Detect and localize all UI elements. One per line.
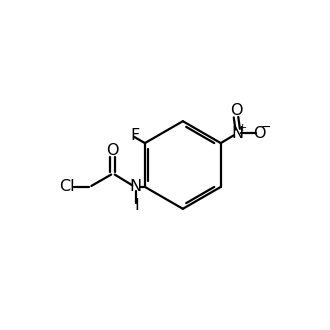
Text: O: O <box>253 126 266 141</box>
Text: N: N <box>130 180 142 194</box>
Text: O: O <box>107 144 119 158</box>
Text: N: N <box>232 126 244 141</box>
Text: Cl: Cl <box>59 180 75 194</box>
Text: F: F <box>130 128 139 144</box>
Text: +: + <box>238 122 248 133</box>
Text: I: I <box>134 198 139 213</box>
Text: O: O <box>230 103 242 118</box>
Text: −: − <box>260 121 271 134</box>
